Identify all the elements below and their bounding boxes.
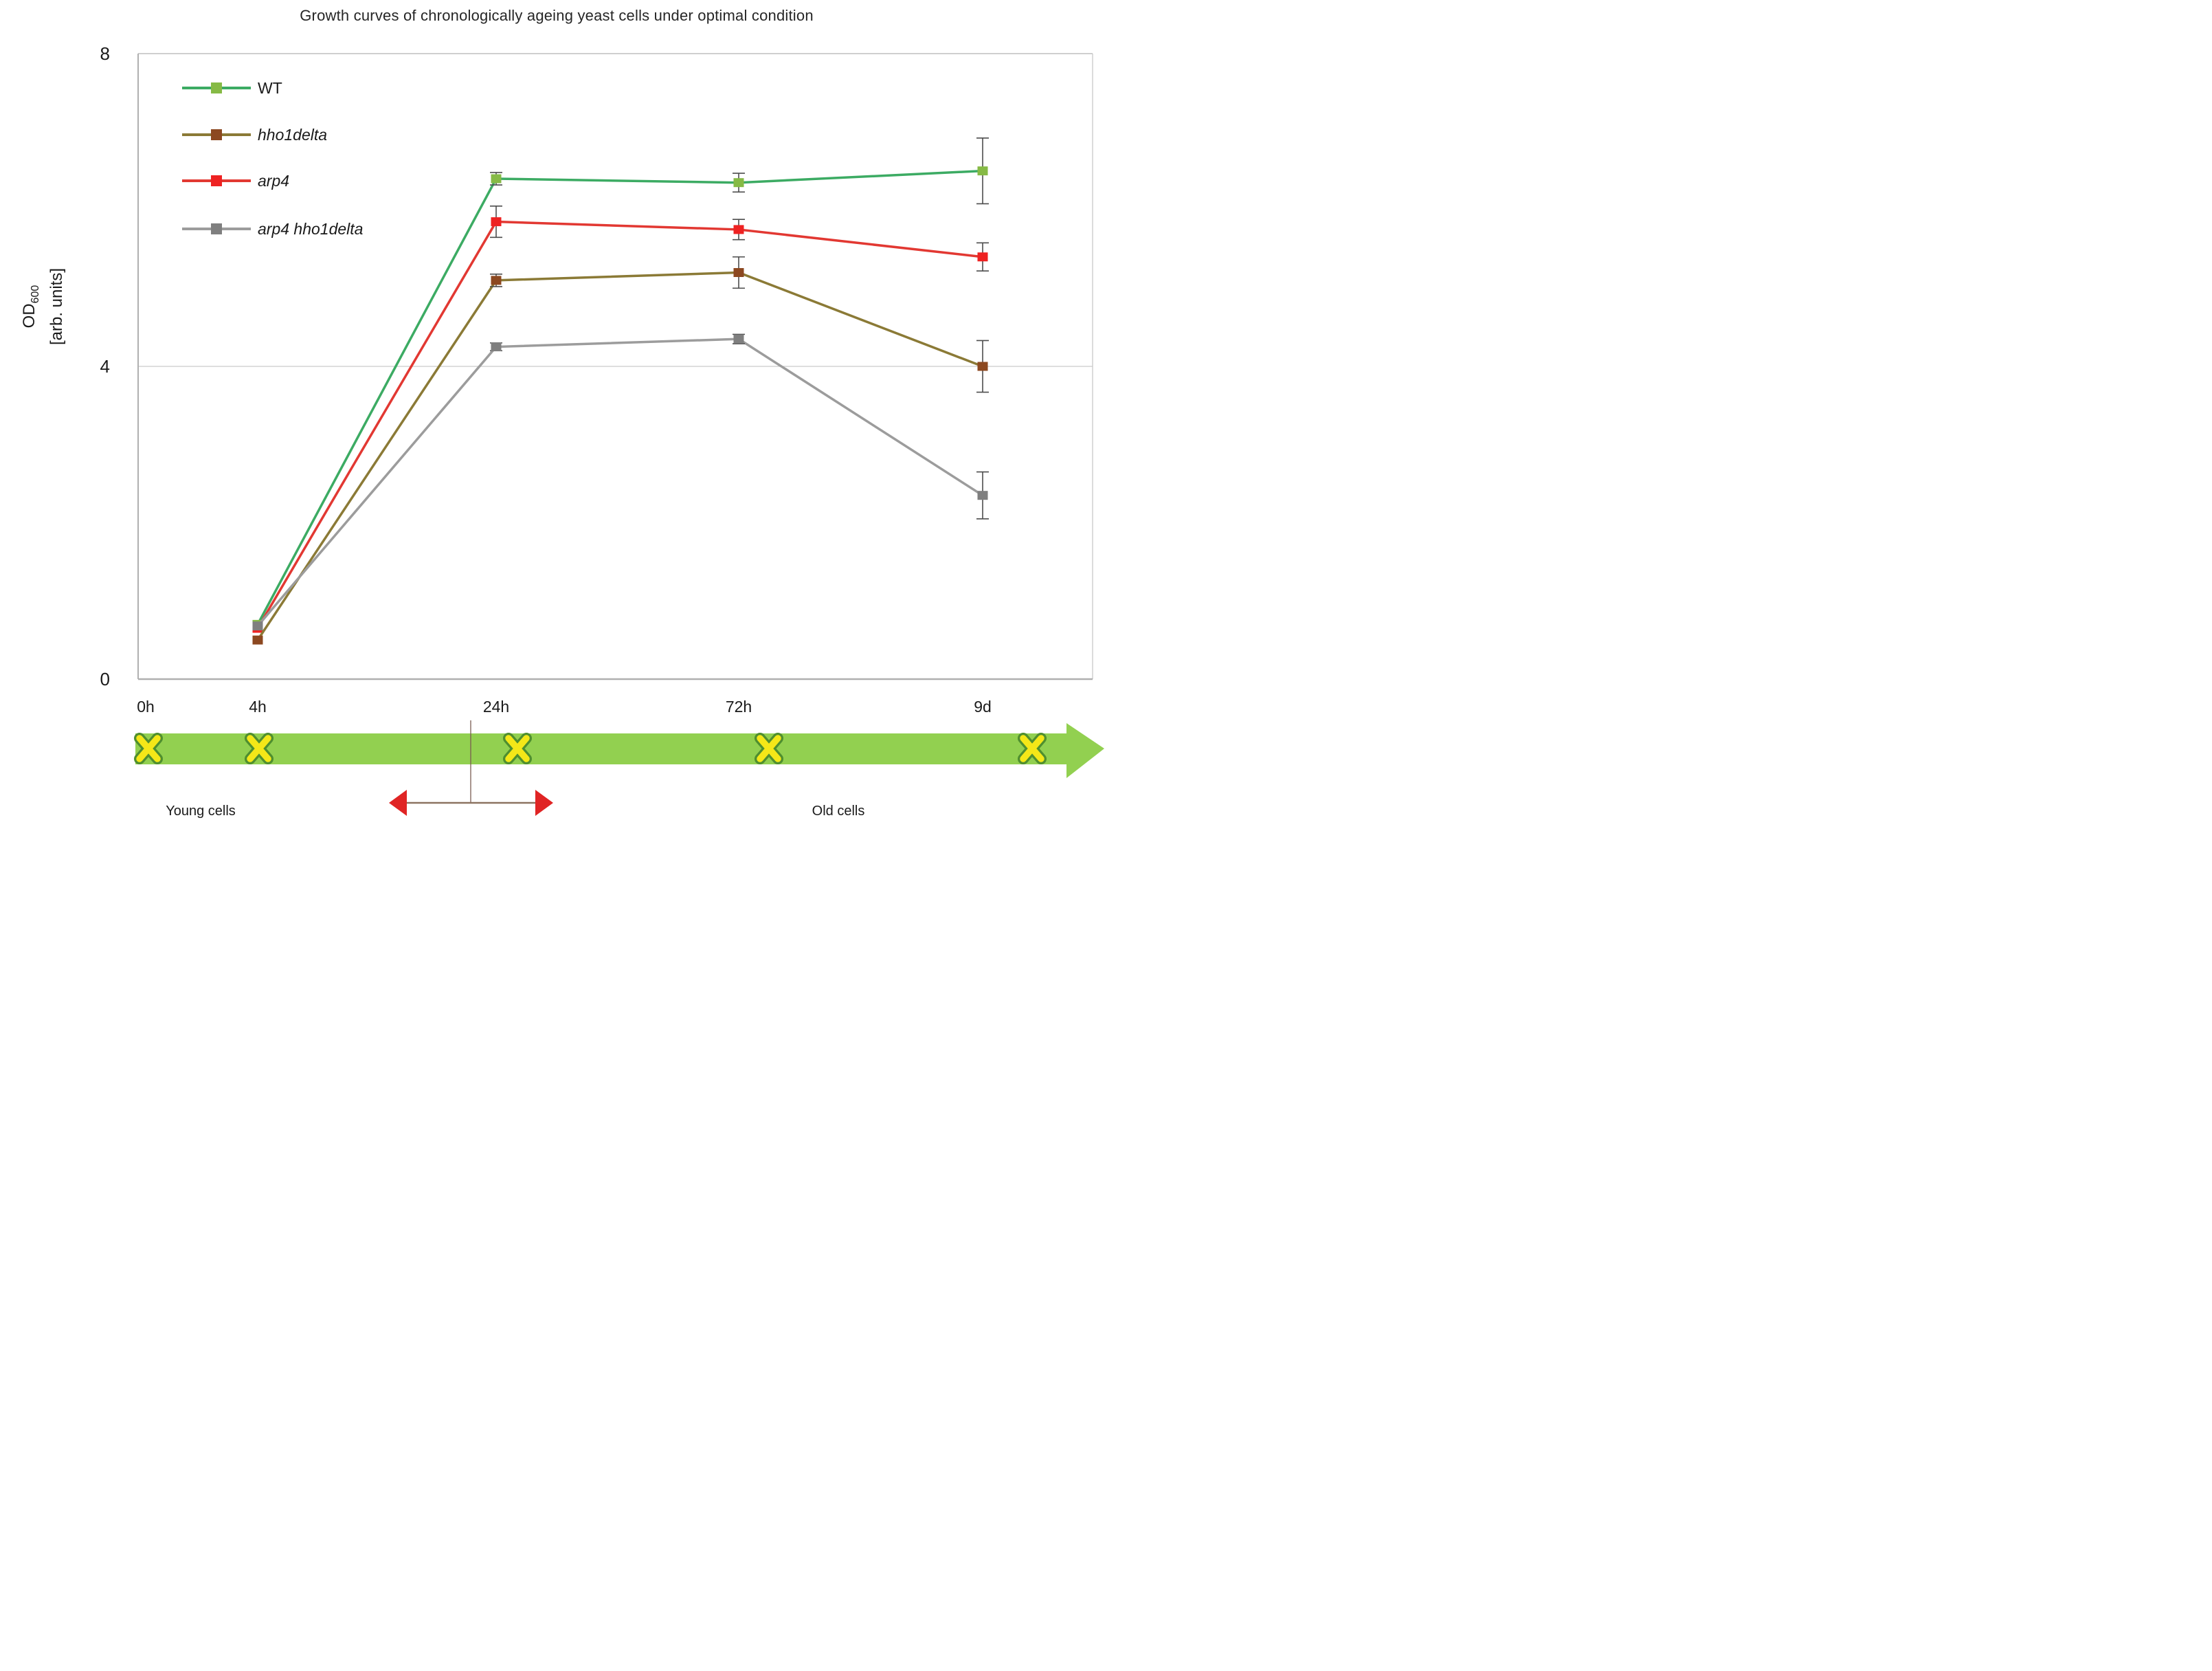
timeline-band bbox=[135, 733, 1066, 764]
series-line-WT bbox=[256, 169, 983, 626]
series-line-arp4 bbox=[256, 220, 983, 629]
legend-marker-swatch bbox=[211, 129, 222, 140]
legend: WT hho1delta arp4 arp4 hho1delta bbox=[182, 0, 443, 261]
series-marker-arp4 bbox=[977, 252, 988, 262]
series-marker-arp4 bbox=[733, 225, 744, 234]
legend-marker-swatch bbox=[211, 82, 222, 93]
sampling-x-icon bbox=[505, 735, 530, 762]
series-marker-arp4-hho1delta bbox=[252, 621, 263, 631]
double-arrow-right-head-icon bbox=[535, 790, 553, 816]
legend-item-hho1delta: hho1delta bbox=[182, 123, 327, 146]
chart-title: Growth curves of chronologically ageing … bbox=[300, 7, 814, 24]
y-tick-8: 8 bbox=[100, 43, 110, 64]
y-tick-0: 0 bbox=[100, 669, 110, 689]
old-cells-label: Old cells bbox=[812, 804, 865, 819]
series-line-hho1delta bbox=[256, 271, 983, 641]
legend-sample-icon bbox=[182, 169, 251, 192]
series-marker-arp4 bbox=[491, 217, 502, 227]
series-line-arp4-hho1delta bbox=[256, 337, 983, 627]
double-arrow-left-head-icon bbox=[389, 790, 407, 816]
series-marker-hho1delta bbox=[252, 635, 263, 645]
timeline-band-arrowhead-icon bbox=[1066, 723, 1104, 778]
legend-label: WT bbox=[258, 78, 282, 97]
legend-sample-icon bbox=[182, 76, 251, 100]
series-marker-WT bbox=[733, 178, 744, 188]
legend-sample-icon bbox=[182, 123, 251, 146]
sampling-x-icon bbox=[757, 735, 781, 762]
x-label-24h: 24h bbox=[482, 698, 510, 716]
legend-sample-icon bbox=[182, 217, 251, 241]
series-marker-hho1delta bbox=[491, 276, 502, 285]
x-label-0h: 0h bbox=[137, 698, 155, 716]
series-marker-arp4-hho1delta bbox=[491, 342, 502, 352]
plot-area bbox=[134, 53, 1104, 816]
sampling-x-icon bbox=[1020, 735, 1044, 762]
series-marker-hho1delta bbox=[977, 362, 988, 371]
y-tick-4: 4 bbox=[100, 356, 110, 377]
x-label-72h: 72h bbox=[725, 698, 752, 716]
sampling-x-icon bbox=[247, 735, 271, 762]
legend-label: hho1delta bbox=[258, 125, 328, 144]
sampling-x-icon bbox=[136, 735, 161, 762]
legend-item-arp4-hho1delta: arp4 hho1delta bbox=[182, 217, 363, 241]
legend-item-WT: WT bbox=[182, 76, 282, 100]
legend-label: arp4 bbox=[258, 171, 290, 190]
series-marker-WT bbox=[491, 174, 502, 184]
young-cells-label: Young cells bbox=[166, 804, 236, 819]
series-marker-arp4-hho1delta bbox=[733, 334, 744, 344]
legend-marker-swatch bbox=[211, 223, 222, 234]
legend-marker-swatch bbox=[211, 175, 222, 186]
legend-item-arp4: arp4 bbox=[182, 169, 289, 192]
series-marker-hho1delta bbox=[733, 268, 744, 277]
series-marker-arp4-hho1delta bbox=[977, 491, 988, 500]
series-marker-WT bbox=[977, 166, 988, 176]
figure-growth-curves: Growth curves of chronologically ageing … bbox=[0, 0, 1106, 836]
legend-label: arp4 hho1delta bbox=[258, 219, 364, 238]
x-label-4h: 4h bbox=[249, 698, 267, 716]
x-label-9d: 9d bbox=[974, 698, 992, 716]
